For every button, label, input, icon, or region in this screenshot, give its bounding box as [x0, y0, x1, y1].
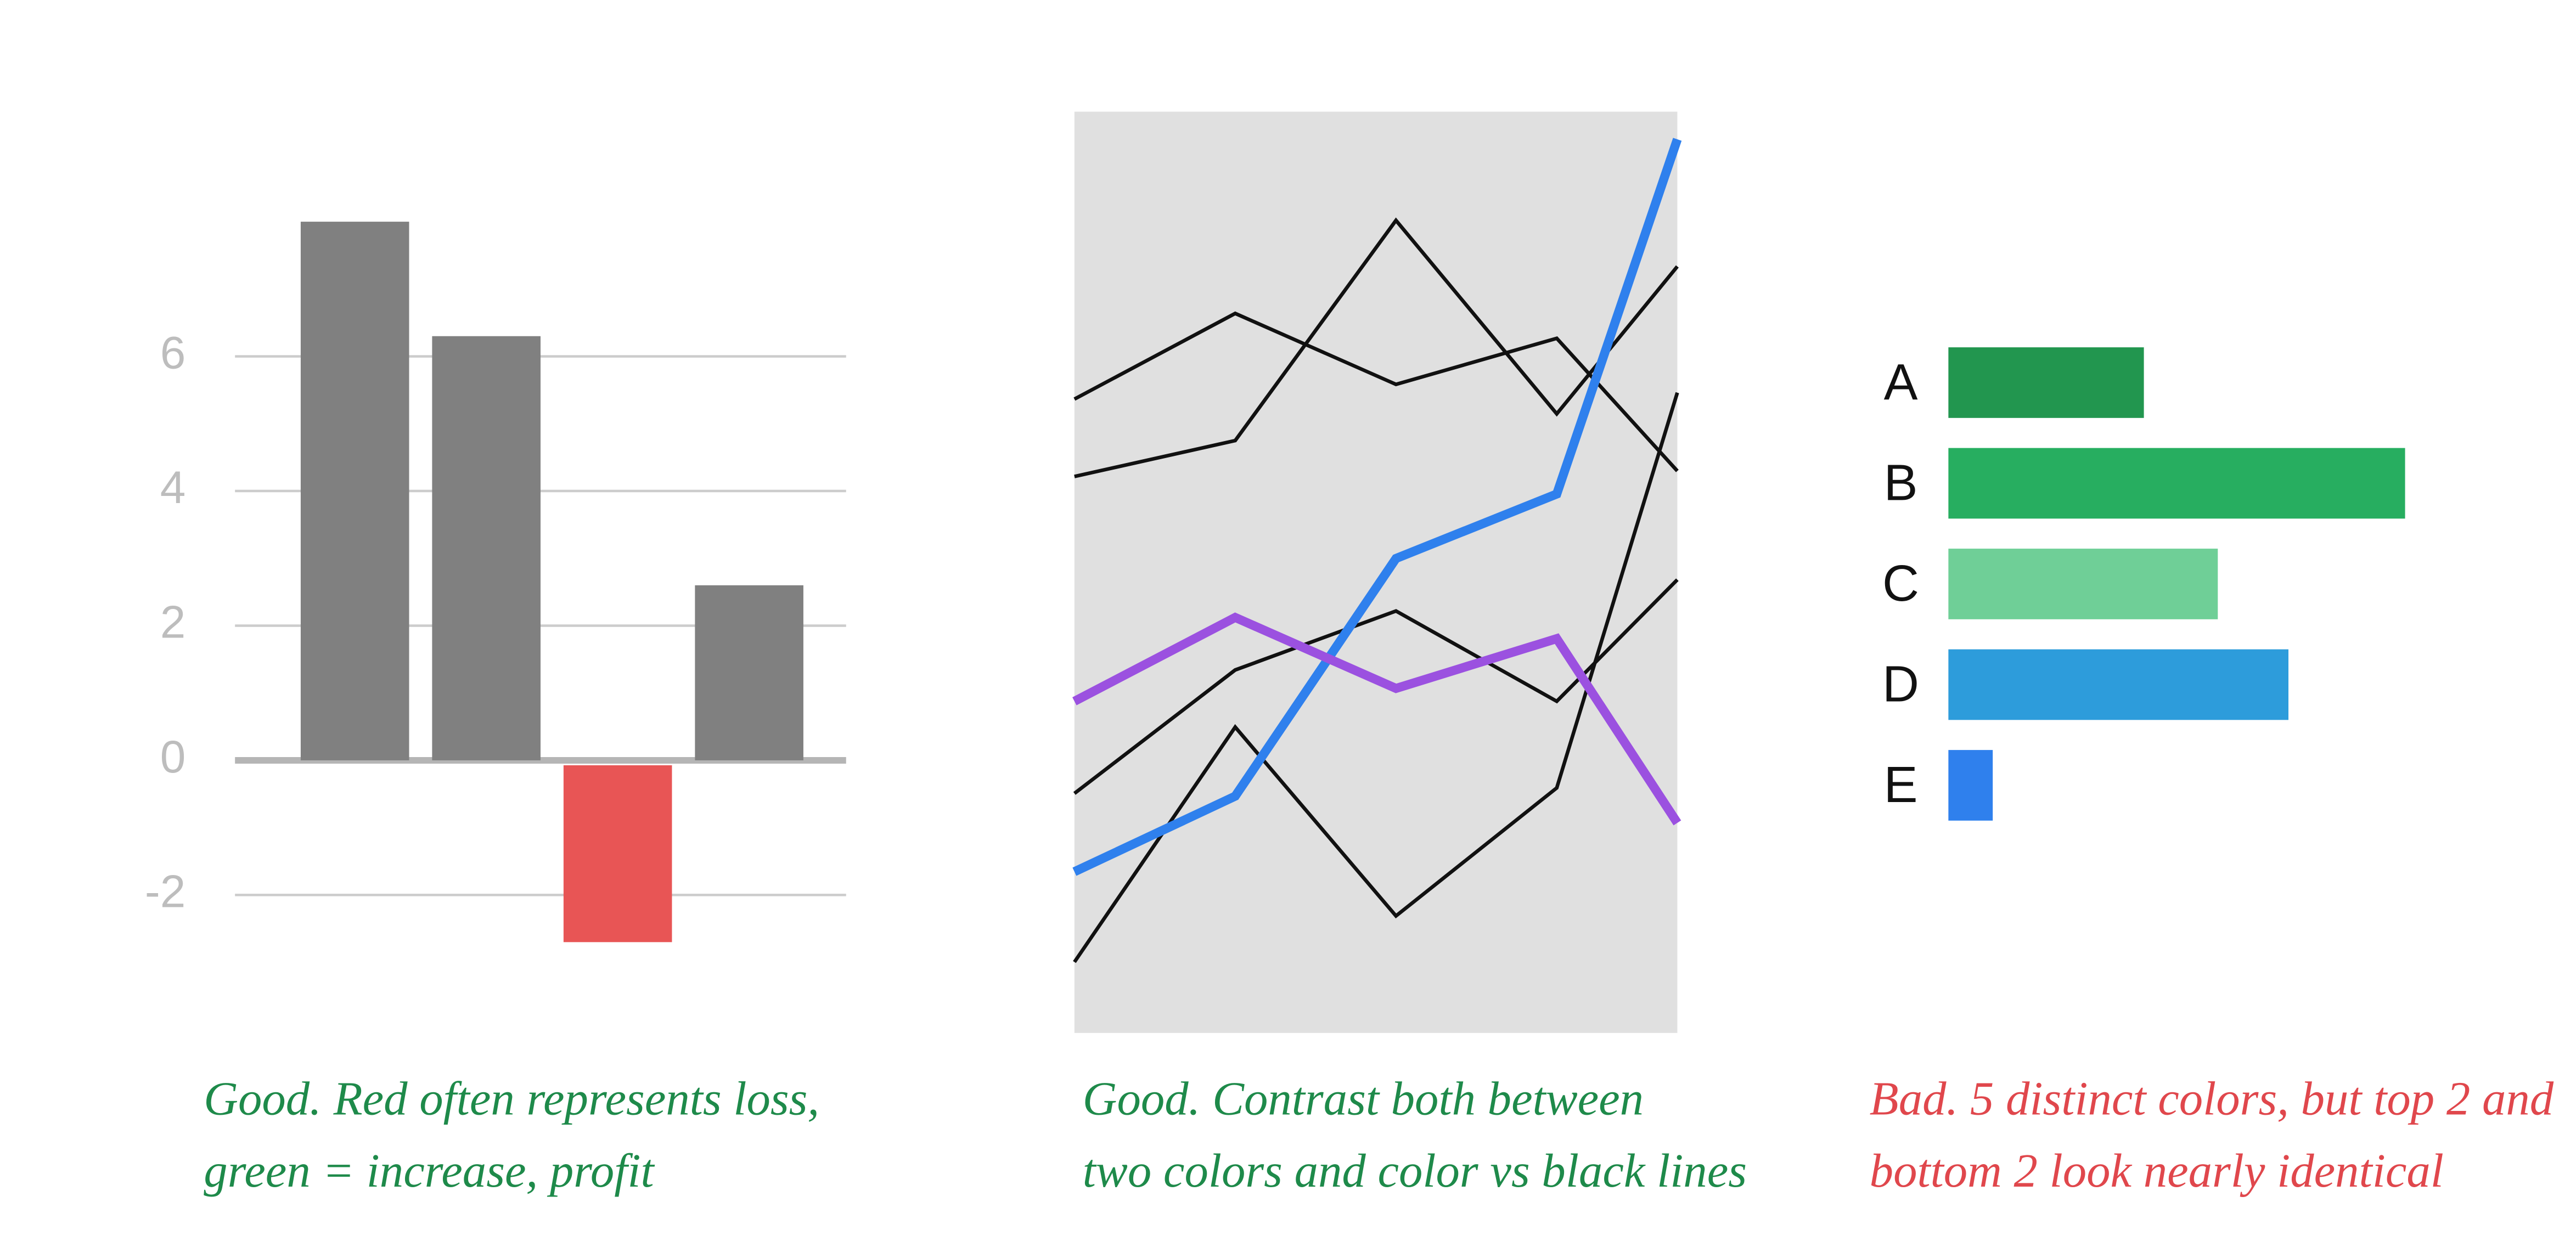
- y-tick-label: 6: [160, 327, 186, 379]
- y-tick-label: 0: [160, 731, 186, 782]
- bar: [1948, 448, 2405, 519]
- bar: [563, 765, 672, 942]
- bar: [1948, 549, 2218, 619]
- line-series: [1073, 392, 1679, 963]
- plot-background: [1074, 111, 1678, 1033]
- y-tick-label: -2: [145, 866, 186, 917]
- bar: [1948, 750, 1993, 821]
- y-tick-label: 4: [160, 461, 186, 513]
- category-label: A: [1884, 353, 1918, 410]
- caption: two colors and color vs black lines: [1083, 1144, 1747, 1197]
- caption: Good. Contrast both between: [1083, 1073, 1644, 1125]
- bar: [432, 336, 541, 760]
- category-label: C: [1882, 555, 1919, 612]
- line-series: [1072, 612, 1681, 826]
- caption: Good. Red often represents loss,: [204, 1073, 819, 1125]
- bar: [1948, 649, 2289, 720]
- category-label: B: [1884, 454, 1918, 511]
- category-label: E: [1884, 756, 1918, 813]
- y-tick-label: 2: [160, 596, 186, 648]
- caption: Bad. 5 distinct colors, but top 2 and: [1870, 1073, 2554, 1125]
- bar: [695, 585, 803, 760]
- bar: [1948, 347, 2144, 418]
- caption: bottom 2 look nearly identical: [1870, 1144, 2444, 1197]
- caption: green = increase, profit: [204, 1144, 655, 1197]
- line-series: [1072, 138, 1682, 876]
- bar: [300, 222, 409, 760]
- category-label: D: [1882, 655, 1919, 712]
